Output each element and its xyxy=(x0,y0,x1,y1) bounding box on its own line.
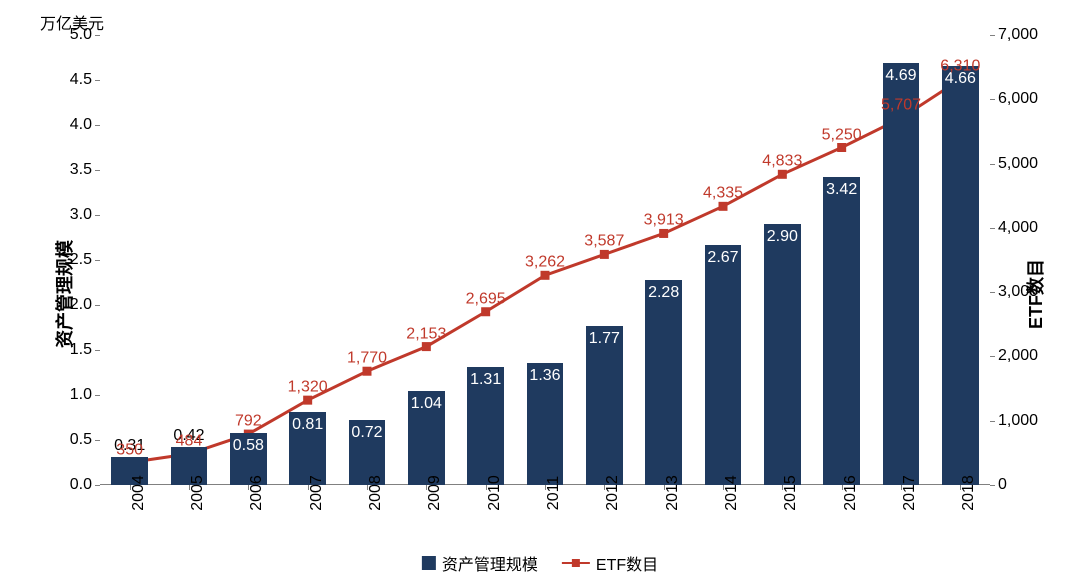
y1-tick: 2.5 xyxy=(70,251,92,269)
line-value-label: 484 xyxy=(176,432,203,450)
line-value-label: 5,250 xyxy=(822,126,862,144)
x-tick-label: 2013 xyxy=(664,475,682,511)
bar: 1.36 xyxy=(527,363,564,485)
y1-tick: 3.0 xyxy=(70,206,92,224)
bar-value-label: 0.72 xyxy=(351,424,382,442)
plot-area: 0.00.51.01.52.02.53.03.54.04.55.001,0002… xyxy=(100,35,990,485)
bar-value-label: 1.31 xyxy=(470,371,501,389)
bar-value-label: 2.28 xyxy=(648,284,679,302)
x-tick-label: 2011 xyxy=(545,476,563,510)
y1-tick: 1.5 xyxy=(70,341,92,359)
legend-label-line: ETF数目 xyxy=(596,551,658,575)
legend-label-bars: 资产管理规模 xyxy=(442,551,538,575)
y2-tick: 4,000 xyxy=(998,219,1038,237)
bar: 3.42 xyxy=(823,177,860,485)
line-value-label: 2,695 xyxy=(466,290,506,308)
x-tick-label: 2008 xyxy=(367,475,385,511)
bar: 4.66 xyxy=(942,66,979,485)
y1-tick: 4.0 xyxy=(70,116,92,134)
legend: 资产管理规模 ETF数目 xyxy=(422,551,658,575)
x-tick-label: 2016 xyxy=(842,475,860,511)
line-value-label: 792 xyxy=(235,412,262,430)
legend-item-line: ETF数目 xyxy=(562,551,658,575)
bar-value-label: 2.67 xyxy=(707,249,738,267)
x-tick-label: 2007 xyxy=(308,475,326,511)
bar-value-label: 4.69 xyxy=(885,67,916,85)
x-tick-label: 2018 xyxy=(960,475,978,511)
line-value-label: 2,153 xyxy=(406,325,446,343)
y1-tick: 4.5 xyxy=(70,71,92,89)
bar: 2.67 xyxy=(705,245,742,485)
line-value-label: 350 xyxy=(116,441,143,459)
bar: 4.69 xyxy=(883,63,920,485)
y2-tick: 7,000 xyxy=(998,26,1038,44)
bar: 1.77 xyxy=(586,326,623,485)
line-value-label: 4,833 xyxy=(762,153,802,171)
line-value-label: 3,262 xyxy=(525,254,565,272)
line-value-label: 3,913 xyxy=(644,212,684,230)
y2-tick: 0 xyxy=(998,476,1007,494)
x-tick-label: 2005 xyxy=(189,475,207,511)
bar-value-label: 1.04 xyxy=(411,395,442,413)
line-value-label: 6,310 xyxy=(940,58,980,76)
x-tick-label: 2017 xyxy=(901,475,919,511)
line-value-label: 5,707 xyxy=(881,97,921,115)
y1-tick: 3.5 xyxy=(70,161,92,179)
x-tick-label: 2009 xyxy=(426,475,444,511)
bar: 1.04 xyxy=(408,391,445,485)
x-tick-label: 2004 xyxy=(130,475,148,511)
legend-swatch-line xyxy=(562,562,590,564)
legend-item-bars: 资产管理规模 xyxy=(422,551,538,575)
y2-tick: 2,000 xyxy=(998,347,1038,365)
bar-value-label: 2.90 xyxy=(767,228,798,246)
line-value-label: 3,587 xyxy=(584,233,624,251)
x-tick-label: 2010 xyxy=(486,475,504,511)
y1-tick: 5.0 xyxy=(70,26,92,44)
x-tick-label: 2006 xyxy=(248,475,266,511)
bar-value-label: 1.36 xyxy=(529,367,560,385)
line-value-label: 1,770 xyxy=(347,350,387,368)
y2-tick: 5,000 xyxy=(998,155,1038,173)
bar-value-label: 3.42 xyxy=(826,181,857,199)
y1-tick: 0.5 xyxy=(70,431,92,449)
line-value-label: 1,320 xyxy=(288,379,328,397)
legend-swatch-bar xyxy=(422,556,436,570)
x-tick-label: 2012 xyxy=(604,475,622,511)
bar: 2.90 xyxy=(764,224,801,485)
bar: 2.28 xyxy=(645,280,682,485)
x-tick-label: 2015 xyxy=(782,475,800,511)
y1-tick: 2.0 xyxy=(70,296,92,314)
line-value-label: 4,335 xyxy=(703,185,743,203)
bar-value-label: 1.77 xyxy=(589,330,620,348)
y1-tick: 0.0 xyxy=(70,476,92,494)
bar-value-label: 0.81 xyxy=(292,416,323,434)
y1-tick: 1.0 xyxy=(70,386,92,404)
bar-value-label: 0.58 xyxy=(233,437,264,455)
y2-tick: 6,000 xyxy=(998,90,1038,108)
x-tick-label: 2014 xyxy=(723,475,741,511)
combo-chart: 万亿美元 资产管理规模 ETF数目 0.00.51.01.52.02.53.03… xyxy=(10,10,1070,577)
y2-tick: 3,000 xyxy=(998,283,1038,301)
y2-tick: 1,000 xyxy=(998,412,1038,430)
bar: 1.31 xyxy=(467,367,504,485)
